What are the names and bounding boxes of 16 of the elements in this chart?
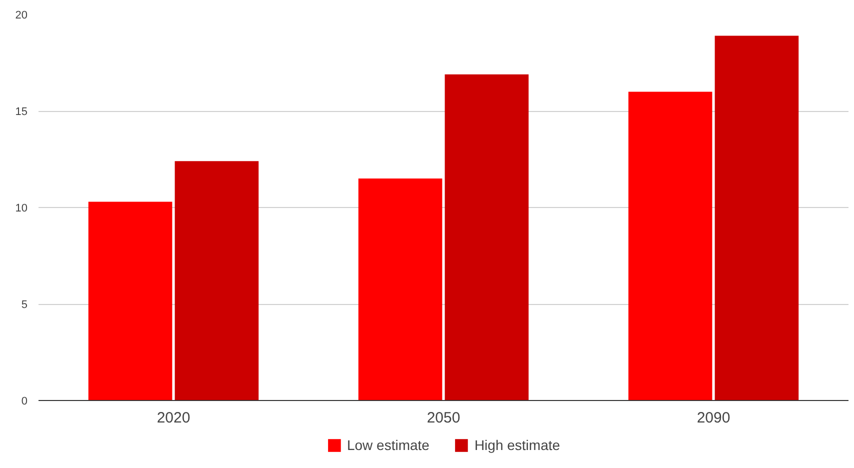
x-tick-label: 2050 bbox=[426, 410, 460, 426]
y-tick-label: 15 bbox=[15, 106, 28, 118]
x-tick-label: 2090 bbox=[696, 410, 730, 426]
legend-label: High estimate bbox=[474, 437, 560, 453]
bar bbox=[88, 202, 172, 400]
x-tick-label: 2020 bbox=[156, 410, 190, 426]
bar bbox=[714, 36, 799, 400]
bar bbox=[174, 161, 259, 400]
y-tick-label: 0 bbox=[21, 396, 28, 408]
bar bbox=[358, 178, 442, 400]
bar bbox=[444, 74, 529, 400]
legend-label: Low estimate bbox=[346, 437, 430, 453]
y-tick-label: 10 bbox=[15, 202, 28, 214]
y-tick-label: 20 bbox=[15, 10, 28, 22]
y-tick-label: 5 bbox=[21, 299, 28, 311]
bar bbox=[628, 92, 712, 400]
